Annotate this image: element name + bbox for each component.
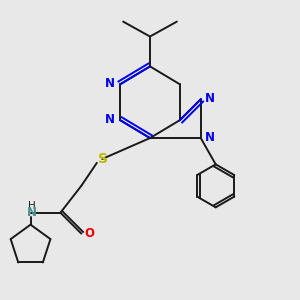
Text: N: N [205,131,215,144]
Text: S: S [98,152,107,166]
Text: N: N [105,113,115,126]
Text: H: H [28,201,36,211]
Text: N: N [105,77,115,90]
Text: N: N [27,206,37,219]
Text: N: N [205,92,215,105]
Text: O: O [85,227,95,240]
